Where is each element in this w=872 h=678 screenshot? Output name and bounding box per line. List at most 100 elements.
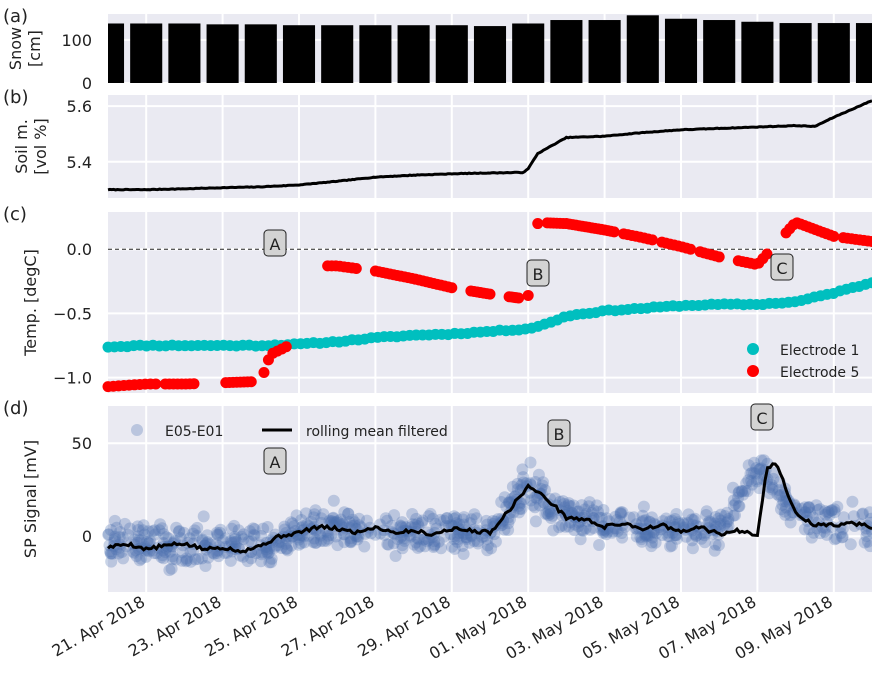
- sp-raw-point: [139, 550, 152, 563]
- sp-raw-point: [191, 521, 204, 534]
- sp-raw-point: [541, 507, 554, 520]
- sp-raw-point: [597, 525, 610, 538]
- sp-raw-point: [489, 535, 502, 548]
- y-tick-label: 0: [82, 74, 92, 93]
- sp-raw-point: [677, 517, 690, 529]
- sp-raw-point: [529, 491, 542, 504]
- sp-raw-point: [498, 491, 511, 504]
- sp-raw-point: [784, 509, 797, 522]
- sp-raw-point: [428, 535, 441, 548]
- sp-raw-point: [698, 536, 711, 549]
- sp-raw-point: [242, 535, 255, 548]
- sp-raw-point: [714, 520, 727, 533]
- sp-raw-point: [196, 533, 209, 546]
- sp-raw-point: [199, 560, 212, 572]
- annotation-c-box: [770, 253, 794, 281]
- sp-raw-point: [863, 506, 872, 519]
- sp-raw-point: [138, 528, 151, 541]
- sp-raw-point: [173, 525, 186, 537]
- sp-raw-point: [261, 547, 274, 560]
- sp-raw-point: [837, 511, 850, 524]
- sp-raw-point: [307, 511, 320, 524]
- sp-raw-point: [739, 484, 751, 497]
- snow-bar: [206, 24, 239, 84]
- sp-raw-point: [471, 535, 484, 548]
- sp-raw-point: [245, 535, 258, 548]
- sp-raw-point: [229, 530, 241, 543]
- sp-raw-point: [406, 508, 419, 520]
- sp-raw-point: [750, 475, 763, 488]
- panel-label: (c): [3, 204, 27, 225]
- sp-raw-point: [504, 506, 516, 519]
- sp-raw-point: [245, 552, 258, 565]
- sp-raw-point: [645, 511, 658, 524]
- sp-raw-point: [410, 512, 423, 525]
- sp-raw-point: [742, 474, 755, 487]
- sp-raw-point: [575, 499, 588, 512]
- sp-raw-point: [635, 535, 648, 548]
- sp-raw-point: [255, 530, 268, 542]
- sp-raw-point: [284, 516, 297, 529]
- sp-raw-point: [148, 524, 161, 537]
- sp-raw-point: [460, 531, 473, 544]
- sp-raw-point: [718, 510, 731, 522]
- sp-raw-point: [572, 505, 585, 518]
- sp-raw-point: [472, 537, 484, 550]
- sp-raw-point: [325, 515, 338, 528]
- sp-raw-point: [327, 512, 339, 525]
- sp-raw-point: [610, 514, 623, 526]
- sp-raw-point: [314, 529, 327, 542]
- sp-raw-point: [844, 538, 857, 551]
- sp-raw-point: [116, 531, 129, 544]
- sp-raw-point: [544, 505, 557, 518]
- sp-raw-point: [432, 535, 445, 548]
- sp-raw-point: [307, 536, 320, 548]
- sp-raw-point: [133, 554, 146, 567]
- sp-raw-point: [709, 538, 722, 551]
- sp-raw-point: [201, 536, 214, 549]
- sp-raw-point: [176, 546, 189, 559]
- sp-raw-point: [682, 508, 695, 521]
- sp-raw-point: [197, 510, 210, 523]
- sp-raw-point: [593, 511, 606, 524]
- sp-raw-point: [529, 501, 541, 514]
- sp-raw-point: [265, 556, 278, 569]
- sp-raw-point: [342, 507, 355, 520]
- sp-raw-point: [336, 518, 349, 531]
- sp-raw-point: [812, 504, 824, 516]
- sp-raw-point: [828, 506, 841, 519]
- sp-raw-point: [388, 509, 401, 522]
- snow-bar: [741, 21, 774, 83]
- sp-raw-point: [133, 534, 145, 547]
- sp-raw-point: [391, 533, 404, 545]
- sp-raw-point: [439, 519, 452, 532]
- sp-raw-point: [196, 552, 208, 565]
- sp-raw-point: [648, 525, 660, 538]
- sp-raw-point: [641, 530, 653, 543]
- snow-bar: [664, 18, 698, 83]
- sp-raw-point: [408, 538, 420, 551]
- sp-raw-point: [805, 531, 818, 544]
- sp-raw-point: [421, 535, 433, 548]
- sp-raw-point: [154, 518, 167, 531]
- sp-raw-point: [704, 516, 717, 529]
- sp-raw-point: [348, 516, 361, 529]
- sp-raw-point: [345, 534, 358, 547]
- sp-raw-point: [237, 533, 250, 546]
- sp-raw-point: [746, 466, 759, 479]
- sp-raw-point: [456, 540, 469, 552]
- sp-raw-point: [531, 492, 544, 505]
- sp-raw-point: [660, 512, 673, 525]
- sp-raw-point: [549, 492, 562, 505]
- snow-bar: [397, 25, 430, 83]
- sp-raw-point: [753, 463, 766, 476]
- sp-raw-point: [228, 519, 241, 532]
- sp-raw-point: [757, 454, 770, 467]
- sp-raw-point: [814, 527, 827, 540]
- snow-bar: [244, 24, 277, 84]
- snow-bar: [779, 23, 812, 83]
- sp-raw-point: [593, 539, 606, 551]
- sp-raw-point: [828, 533, 841, 546]
- sp-raw-point: [150, 547, 163, 560]
